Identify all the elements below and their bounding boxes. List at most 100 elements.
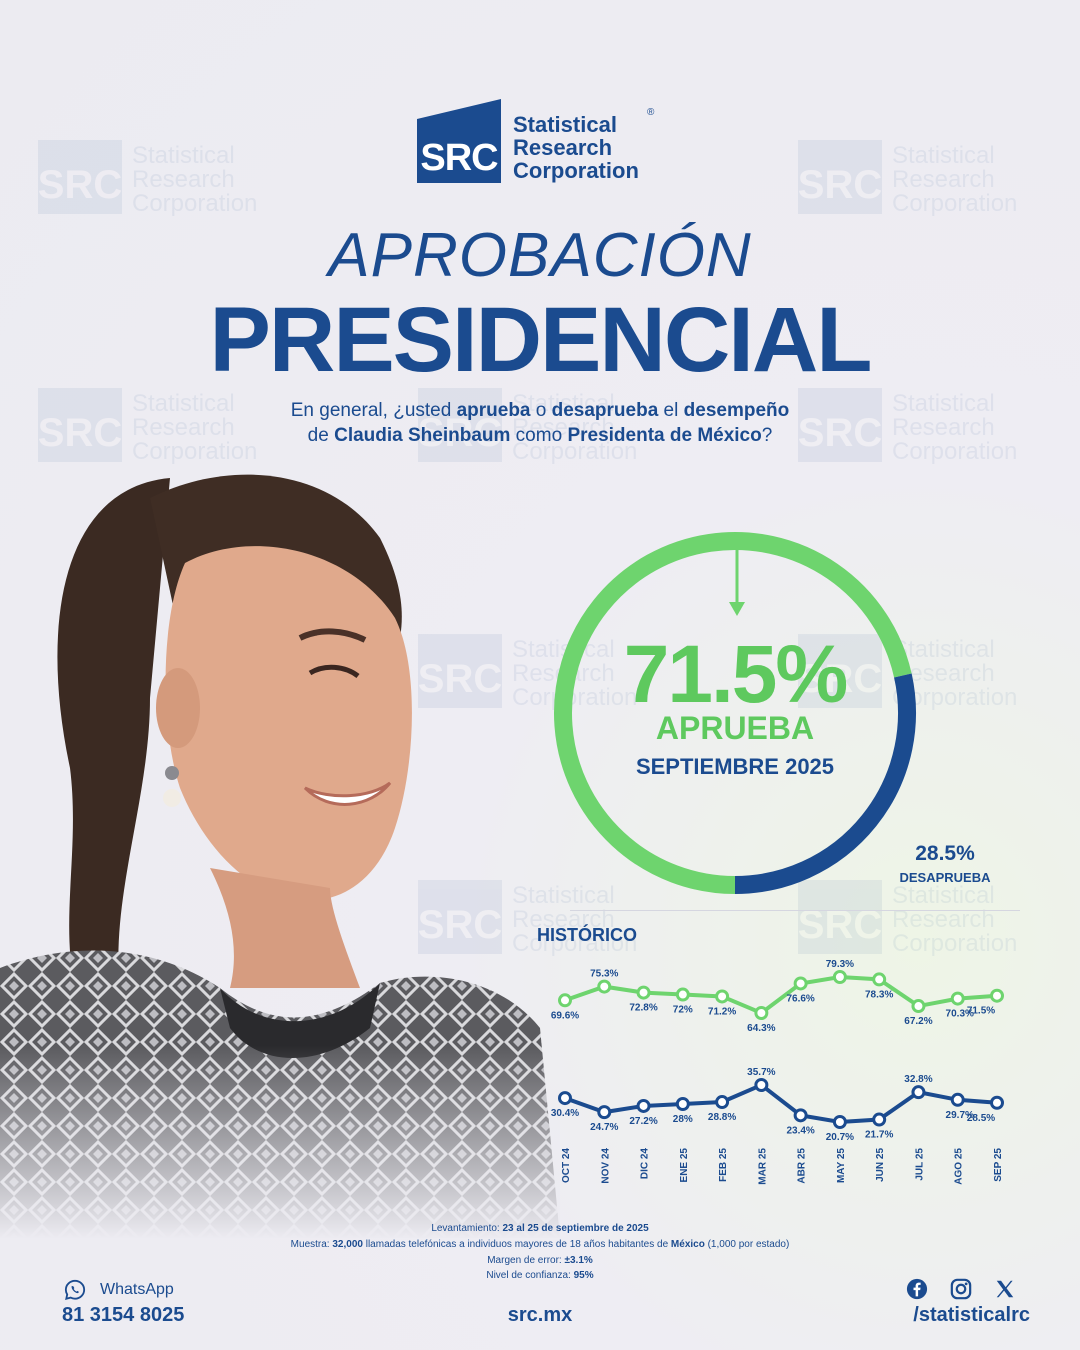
whatsapp-link[interactable]: WhatsApp [64, 1279, 174, 1301]
x-tick-7: MAY 25 [836, 1148, 847, 1183]
logo-name-line2: Research [513, 135, 613, 160]
point-approve-10 [950, 991, 965, 1006]
point-approve-1 [597, 979, 612, 994]
point-disapprove-3 [675, 1096, 690, 1111]
survey-question: En general, ¿usted aprueba o desaprueba … [290, 400, 790, 446]
label-approve-8: 78.3% [865, 989, 893, 1000]
logo-abbr: SRC [420, 137, 498, 179]
logo-shape-icon [417, 99, 501, 183]
approval-donut-chart [554, 532, 916, 894]
x-icon[interactable] [994, 1278, 1016, 1300]
section-divider [570, 910, 1020, 911]
label-disapprove-4: 28.8% [708, 1112, 736, 1123]
whatsapp-icon [64, 1279, 86, 1300]
x-tick-6: ABR 25 [797, 1148, 808, 1184]
point-disapprove-7 [832, 1115, 847, 1129]
x-tick-4: FEB 25 [718, 1148, 729, 1182]
point-disapprove-5 [754, 1078, 769, 1092]
x-tick-9: JUL 25 [914, 1148, 925, 1181]
label-approve-2: 72.8% [629, 1003, 657, 1014]
x-tick-10: AGO 25 [954, 1148, 965, 1185]
label-approve-1: 75.3% [590, 969, 618, 980]
watermark-text: Statistical Research Corporation [892, 142, 1018, 217]
title-line1: APROBACIÓN [328, 221, 752, 290]
disapprove-percentage: 28.5% [915, 842, 975, 865]
label-disapprove-7: 20.7% [826, 1132, 854, 1143]
point-approve-8 [872, 972, 887, 987]
disapprove-label: DESAPRUEBA [899, 870, 991, 885]
point-approve-11 [990, 988, 1004, 1003]
logo-name: Statistical Research Corporation [513, 113, 639, 182]
src-logo: SRC Statistical Research Corporation ® [417, 99, 677, 187]
label-disapprove-6: 23.4% [786, 1125, 814, 1136]
website-link[interactable]: src.mx [507, 1304, 573, 1326]
social-handle[interactable]: /statisticalrc [913, 1304, 1030, 1326]
label-disapprove-3: 28% [673, 1114, 693, 1125]
label-approve-4: 71.2% [708, 1006, 736, 1017]
point-disapprove-11 [990, 1095, 1004, 1110]
x-tick-0: OCT 24 [561, 1148, 572, 1183]
point-disapprove-4 [715, 1095, 730, 1110]
label-disapprove-1: 24.7% [590, 1122, 618, 1133]
label-disapprove-2: 27.2% [629, 1116, 657, 1127]
whatsapp-label: WhatsApp [100, 1281, 174, 1298]
label-disapprove-11: 28.5% [967, 1113, 995, 1124]
whatsapp-number[interactable]: 81 3154 8025 [62, 1304, 185, 1326]
point-disapprove-1 [597, 1105, 612, 1120]
registered-mark: ® [647, 107, 655, 118]
point-approve-9 [911, 999, 926, 1014]
label-approve-10: 70.3% [946, 1009, 974, 1020]
logo-name-line3: Corporation [513, 158, 639, 183]
point-disapprove-6 [793, 1108, 808, 1123]
instagram-icon[interactable] [950, 1278, 972, 1300]
facebook-icon[interactable] [906, 1278, 928, 1300]
point-disapprove-2 [636, 1098, 651, 1113]
methodology-sample: Muestra: 32,000 llamadas telefónicas a i… [290, 1239, 790, 1250]
watermark-logo: SRC [798, 140, 882, 214]
social-icons [906, 1278, 1016, 1300]
approve-label: APRUEBA [655, 710, 815, 746]
label-disapprove-10: 29.7% [946, 1110, 974, 1121]
label-approve-11: 71.5% [967, 1006, 995, 1017]
label-disapprove-8: 21.7% [865, 1130, 893, 1141]
watermark-logo: SRC [38, 140, 122, 214]
point-approve-0 [558, 993, 572, 1008]
point-approve-3 [675, 987, 690, 1002]
point-approve-4 [715, 989, 730, 1004]
point-disapprove-10 [950, 1092, 965, 1107]
label-approve-0: 69.6% [551, 1010, 579, 1021]
methodology-margin: Margen de error: ±3.1% [487, 1255, 593, 1266]
x-tick-5: MAR 25 [757, 1148, 768, 1185]
label-disapprove-9: 32.8% [904, 1074, 932, 1085]
label-disapprove-5: 35.7% [747, 1067, 775, 1078]
label-approve-3: 72% [673, 1005, 693, 1016]
point-approve-7 [832, 970, 847, 984]
watermark-text: Statistical Research Corporation [132, 142, 258, 217]
point-approve-5 [754, 1006, 769, 1020]
label-approve-5: 64.3% [747, 1023, 775, 1034]
label-approve-9: 67.2% [904, 1016, 932, 1027]
title-line2: PRESIDENCIAL [209, 289, 873, 391]
point-disapprove-9 [911, 1085, 926, 1100]
historic-title: HISTÓRICO [537, 925, 638, 945]
logo-mark [417, 99, 501, 183]
historic-line-chart: 69.6% 75.3% 72.8% 72% 71.2% 64.3% 76.6% 79.3% 78… [551, 960, 1004, 1185]
pointer-arrow-icon [729, 602, 745, 616]
donut-slice-disapprove [734, 673, 916, 894]
x-tick-1: NOV 24 [600, 1148, 611, 1184]
approve-percentage: 71.5% [623, 629, 849, 720]
logo-name-line1: Statistical [513, 112, 617, 137]
x-tick-2: DIC 24 [640, 1148, 651, 1180]
x-tick-3: ENE 25 [679, 1148, 690, 1183]
donut-slice-approve [554, 532, 912, 894]
survey-month: SEPTIEMBRE 2025 [635, 754, 835, 779]
methodology-fieldwork: Levantamiento: 23 al 25 de septiembre de… [431, 1223, 649, 1234]
point-disapprove-8 [872, 1112, 887, 1127]
methodology-confidence: Nivel de confianza: 95% [486, 1270, 594, 1281]
x-tick-11: SEP 25 [993, 1148, 1004, 1182]
point-approve-2 [636, 985, 651, 1000]
label-disapprove-0: 30.4% [551, 1108, 579, 1119]
label-approve-7: 79.3% [826, 960, 854, 970]
portrait-photo [0, 468, 560, 1238]
x-tick-8: JUN 25 [875, 1148, 886, 1182]
